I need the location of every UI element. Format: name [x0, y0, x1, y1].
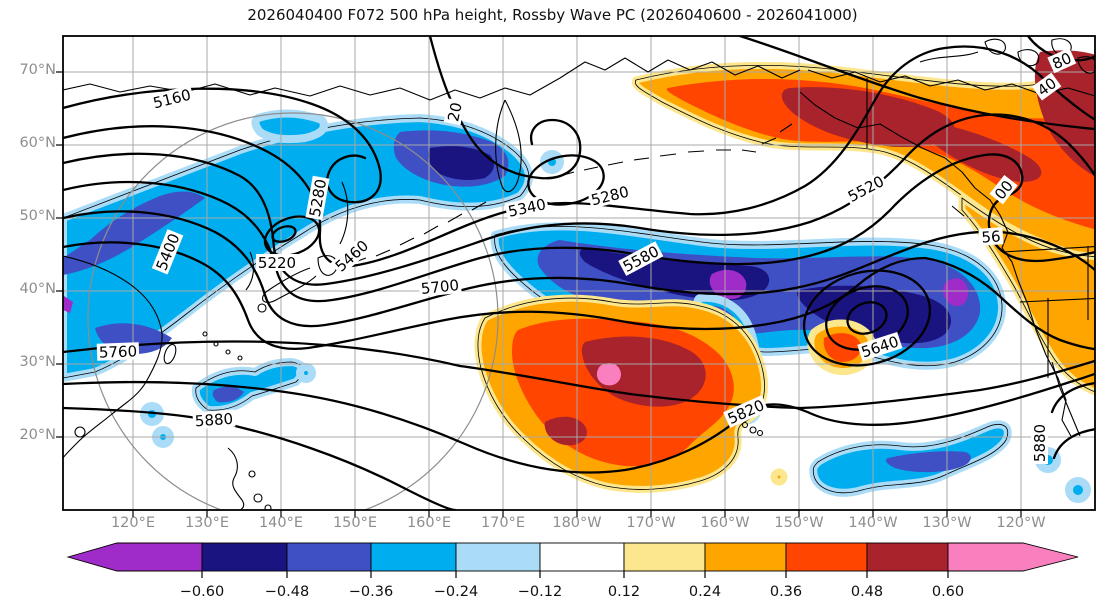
xtick-170w: 170°W	[626, 515, 676, 531]
colorbar-ticks	[201, 571, 949, 578]
colorbar: −0.60 −0.48 −0.36 −0.24 −0.12 0.12 0.24 …	[66, 542, 1079, 600]
contour-label: 5700	[418, 275, 462, 298]
ytick-40n: 40°N	[19, 281, 56, 297]
svg-text:5880: 5880	[1031, 424, 1049, 462]
ytick-50n: 50°N	[19, 208, 56, 224]
colorbar-arrow-right	[947, 542, 1079, 572]
svg-text:5880: 5880	[194, 410, 233, 431]
height-contours	[63, 36, 1095, 510]
ytick-30n: 30°N	[19, 354, 56, 370]
contour-label: 20	[443, 98, 466, 126]
contour-label: 5220	[256, 254, 298, 272]
colorbar-tick-labels: −0.60 −0.48 −0.36 −0.24 −0.12 0.12 0.24 …	[180, 584, 964, 600]
svg-text:−0.24: −0.24	[434, 584, 478, 600]
axis-ticks	[56, 71, 1022, 517]
ytick-20n: 20°N	[19, 427, 56, 443]
contour-label: 56	[978, 227, 1004, 247]
xtick-130w: 130°W	[922, 515, 972, 531]
svg-text:−0.36: −0.36	[349, 584, 393, 600]
svg-text:−0.12: −0.12	[518, 584, 562, 600]
xtick-140w: 140°W	[848, 515, 898, 531]
svg-text:20: 20	[444, 101, 466, 123]
svg-text:5220: 5220	[258, 254, 296, 272]
colorbar-segment	[455, 542, 541, 572]
xtick-140e: 140°E	[258, 515, 304, 531]
colorbar-segment	[201, 542, 288, 572]
xtick-180w: 180°W	[552, 515, 602, 531]
xtick-160w: 160°W	[700, 515, 750, 531]
colorbar-segment	[785, 542, 868, 572]
svg-text:0.24: 0.24	[689, 584, 721, 600]
colorbar-segment	[623, 542, 706, 572]
xtick-170e: 170°E	[480, 515, 526, 531]
chart-title: 2026040400 F072 500 hPa height, Rossby W…	[247, 6, 858, 24]
colorbar-segment	[866, 542, 949, 572]
map-content: 5160 5220 5280 5400 5340 5280 5460 5520 …	[63, 36, 1095, 510]
ytick-70n: 70°N	[19, 62, 56, 78]
contour-label: 80	[1047, 47, 1077, 74]
colorbar-segment	[370, 542, 457, 572]
xtick-150e: 150°E	[332, 515, 378, 531]
svg-text:−0.48: −0.48	[265, 584, 309, 600]
colorbar-segment	[704, 542, 787, 572]
colorbar-segment	[539, 542, 625, 572]
svg-text:0.36: 0.36	[770, 584, 802, 600]
xtick-150w: 150°W	[774, 515, 824, 531]
xtick-130e: 130°E	[184, 515, 230, 531]
xtick-160e: 160°E	[406, 515, 452, 531]
svg-text:0.48: 0.48	[851, 584, 883, 600]
xtick-120e: 120°E	[110, 515, 156, 531]
colorbar-segments	[66, 542, 1079, 572]
colorbar-segment	[286, 542, 372, 572]
contour-label: 5880	[1031, 422, 1049, 464]
contour-label: 5760	[96, 342, 140, 362]
great-circle-ring	[87, 112, 499, 510]
contour-label: 5880	[192, 409, 236, 431]
contour-labels: 5160 5220 5280 5400 5340 5280 5460 5520 …	[96, 47, 1077, 464]
map-border	[62, 35, 1096, 511]
svg-text:5760: 5760	[99, 342, 138, 361]
xtick-120w: 120°W	[996, 515, 1046, 531]
colorbar-arrow-left	[66, 542, 203, 572]
ytick-60n: 60°N	[19, 135, 56, 151]
svg-text:5700: 5700	[420, 276, 460, 298]
svg-text:0.60: 0.60	[932, 584, 964, 600]
svg-text:56: 56	[981, 227, 1001, 246]
svg-text:−0.60: −0.60	[180, 584, 224, 600]
svg-text:0.12: 0.12	[608, 584, 640, 600]
